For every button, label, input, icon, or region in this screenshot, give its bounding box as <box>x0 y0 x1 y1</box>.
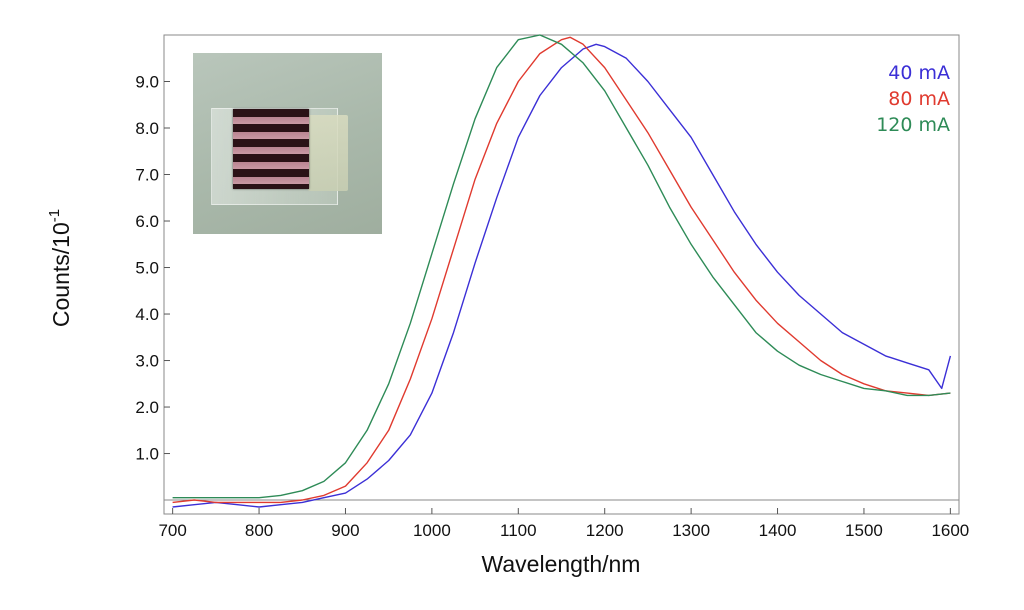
contact-tab <box>308 115 348 191</box>
y-axis-title: Counts/10-1 <box>46 209 74 327</box>
legend-entry: 80 mA <box>888 88 950 110</box>
x-axis-ticks: 700 800 900 1000 1100 1200 1300 1400 1500 1600 <box>158 508 969 540</box>
x-tick-label: 900 <box>331 521 359 540</box>
legend-entry: 120 mA <box>876 114 950 136</box>
device-photo-icon <box>193 53 382 234</box>
y-tick-label: 5.0 <box>135 259 159 278</box>
y-axis-ticks: 1.0 2.0 3.0 4.0 5.0 6.0 7.0 8.0 9.0 <box>135 73 170 464</box>
x-tick-label: 1200 <box>586 521 624 540</box>
x-tick-label: 1500 <box>845 521 883 540</box>
x-tick-label: 800 <box>245 521 273 540</box>
y-tick-label: 2.0 <box>135 398 159 417</box>
emitting-device <box>233 109 309 189</box>
x-tick-label: 1000 <box>413 521 451 540</box>
y-tick-label: 6.0 <box>135 212 159 231</box>
series-line-40-ma <box>172 43 952 508</box>
x-tick-label: 1600 <box>931 521 969 540</box>
x-tick-label: 1100 <box>500 521 537 540</box>
y-tick-label: 9.0 <box>135 73 159 92</box>
y-axis-title-exponent: -1 <box>46 209 63 222</box>
series-line-80-ma <box>172 36 951 504</box>
x-tick-label: 700 <box>158 521 186 540</box>
y-axis-title-base: Counts/10 <box>48 222 74 327</box>
legend: 40 mA 80 mA 120 mA <box>876 62 950 136</box>
y-tick-label: 3.0 <box>135 352 159 371</box>
series-line-120-ma <box>172 34 951 499</box>
x-tick-label: 1300 <box>672 521 710 540</box>
x-axis-title: Wavelength/nm <box>482 551 641 577</box>
legend-entry: 40 mA <box>888 62 950 84</box>
y-tick-label: 8.0 <box>135 119 159 138</box>
series-lines <box>172 34 952 508</box>
y-tick-label: 7.0 <box>135 166 159 185</box>
y-tick-label: 4.0 <box>135 305 159 324</box>
plot-frame <box>163 34 960 515</box>
y-tick-label: 1.0 <box>135 445 159 464</box>
x-tick-label: 1400 <box>759 521 797 540</box>
